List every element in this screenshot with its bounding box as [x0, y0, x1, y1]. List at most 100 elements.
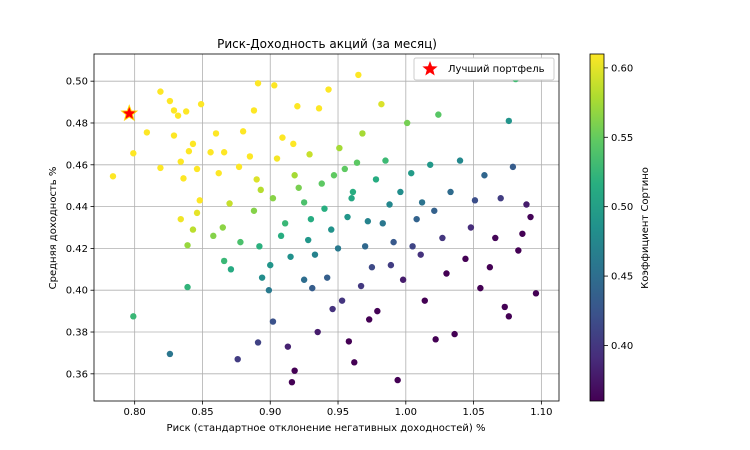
data-point [180, 175, 187, 182]
x-tick-label: 0.80 [124, 407, 146, 418]
data-point [300, 199, 308, 206]
data-point [359, 130, 366, 137]
data-point [284, 343, 292, 350]
data-point [378, 100, 385, 108]
data-point [177, 158, 184, 165]
data-point [443, 270, 450, 277]
y-tick-label: 0.44 [66, 202, 88, 213]
data-point [505, 313, 513, 320]
data-point [515, 247, 522, 254]
data-points [109, 71, 540, 386]
data-point [372, 176, 380, 183]
colorbar-tick-label: 0.40 [611, 341, 633, 352]
data-point [189, 226, 197, 233]
data-point [267, 261, 274, 269]
data-point [237, 238, 244, 246]
data-point [523, 201, 530, 208]
colorbar: 0.40 0.45 0.50 0.55 0.60 Коэффициент Сортино [589, 53, 651, 402]
legend-box [413, 57, 555, 81]
data-point [212, 130, 220, 137]
data-point [341, 165, 349, 173]
data-point [185, 148, 193, 155]
data-point [403, 119, 411, 127]
y-tick-label: 0.46 [66, 160, 88, 171]
data-point [357, 282, 365, 290]
data-point [481, 172, 488, 179]
data-point [177, 215, 184, 223]
x-tick-label: 0.95 [327, 407, 349, 418]
data-point [157, 164, 164, 172]
data-point [207, 149, 214, 156]
data-point [467, 224, 475, 231]
data-point [130, 313, 137, 320]
data-point [505, 117, 513, 125]
y-tick-label: 0.40 [66, 286, 88, 297]
data-point [374, 307, 381, 315]
data-point [366, 316, 373, 323]
data-point [456, 157, 464, 164]
data-point [355, 71, 362, 79]
data-point [315, 105, 323, 112]
data-point [447, 188, 454, 196]
data-point [300, 276, 308, 283]
x-tick-label: 1.00 [395, 407, 417, 418]
colorbar-tick-label: 0.55 [611, 133, 633, 144]
data-point [368, 264, 376, 271]
data-point [295, 184, 302, 191]
data-point [408, 169, 415, 177]
y-tick-label: 0.50 [66, 77, 88, 88]
data-point [325, 86, 332, 93]
data-point [477, 284, 484, 292]
data-point [246, 153, 254, 160]
best-portfolio-marker-group [120, 104, 139, 122]
x-axis-ticks: 0.80 0.85 0.90 0.95 1.00 1.05 1.10 [124, 401, 553, 418]
data-point [174, 112, 182, 119]
data-point [492, 234, 499, 242]
data-point [269, 318, 277, 325]
data-point [170, 107, 178, 114]
data-point [427, 161, 434, 168]
data-point [462, 255, 469, 263]
data-point [348, 195, 355, 202]
data-point [399, 276, 407, 283]
data-point [353, 159, 361, 166]
data-point [269, 195, 277, 202]
data-point [281, 220, 289, 227]
data-point [386, 201, 393, 208]
data-point [390, 238, 397, 246]
data-point [306, 151, 313, 158]
data-point [290, 140, 297, 148]
colorbar-ticks: 0.40 0.45 0.50 0.55 0.60 [604, 63, 633, 352]
data-point [109, 173, 117, 180]
data-point [379, 220, 386, 227]
data-point [166, 350, 174, 358]
data-point [157, 88, 164, 95]
legend-star-icon [422, 61, 438, 76]
data-point [431, 207, 438, 214]
legend-label-best-portfolio: Лучший портфель [448, 64, 545, 75]
data-point [294, 103, 301, 110]
data-point [193, 209, 201, 217]
data-point [220, 149, 228, 156]
data-point [287, 253, 294, 260]
data-point [328, 226, 335, 233]
data-point [439, 234, 446, 242]
data-point [234, 355, 241, 363]
y-axis-label: Средняя доходность % [48, 167, 59, 290]
data-point [435, 111, 442, 118]
data-point [193, 165, 201, 173]
data-point [215, 169, 222, 177]
y-tick-label: 0.48 [66, 118, 88, 129]
data-point [314, 328, 321, 336]
data-point [220, 257, 228, 265]
data-point [250, 207, 258, 214]
data-point [334, 245, 342, 252]
data-point [304, 236, 312, 244]
data-point [432, 336, 439, 343]
data-point [235, 163, 243, 171]
data-point [394, 376, 401, 384]
data-point [336, 144, 343, 152]
data-point [361, 243, 369, 250]
data-point [318, 180, 325, 187]
y-axis-ticks: 0.36 0.38 0.40 0.42 0.44 0.46 0.48 0.50 [66, 77, 94, 380]
